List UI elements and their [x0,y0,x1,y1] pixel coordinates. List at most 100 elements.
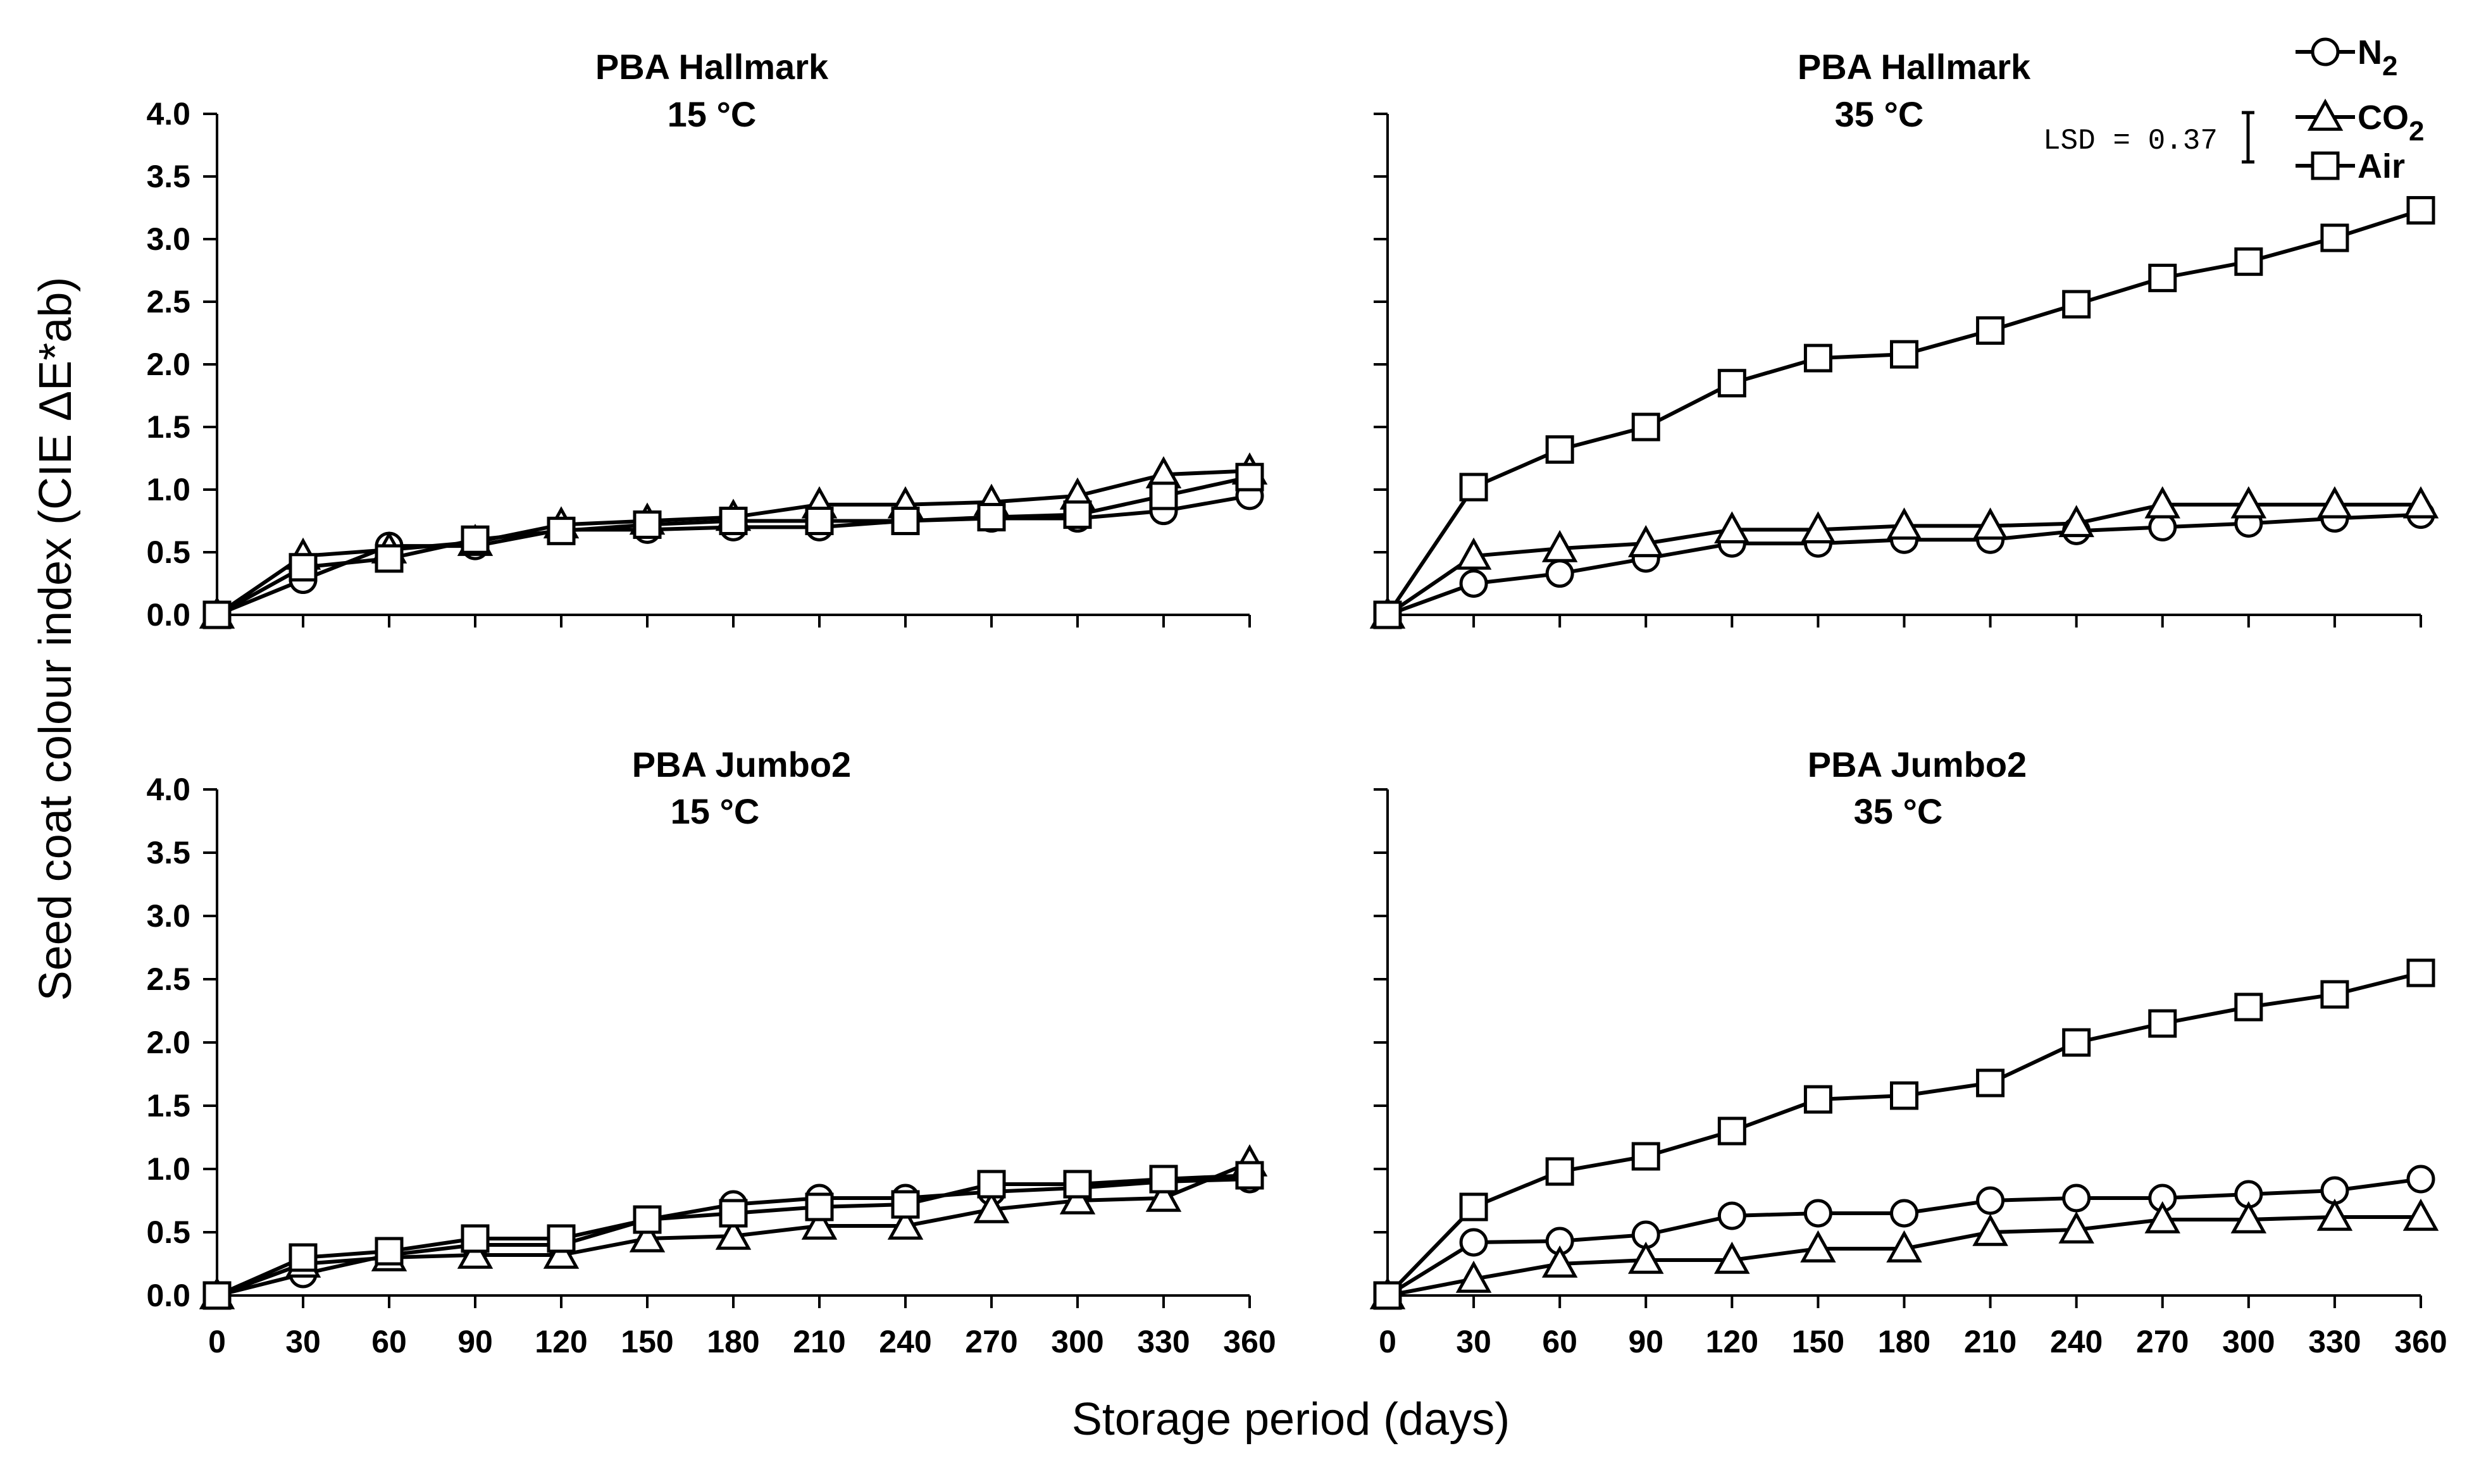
data-point-co2 [1455,537,1492,570]
x-tick-label: 270 [2136,1324,2189,1359]
data-point-co2 [543,1236,580,1269]
x-tick-label: 360 [2394,1324,2447,1359]
data-point-air [202,1281,232,1310]
x-tick-label: 210 [793,1324,845,1359]
data-point-co2 [2402,486,2439,519]
legend-marker-square [2311,151,2340,180]
x-tick-label: 330 [1137,1324,1190,1359]
data-point-n2 [1890,1199,1918,1228]
legend-item-air: Air [2296,147,2405,185]
data-point-n2 [2406,1165,2435,1194]
data-point-air [2062,290,2091,319]
x-tick-label: 120 [535,1324,587,1359]
data-point-air [719,1199,748,1228]
y-tick-label: 2.5 [146,284,190,319]
data-point-n2 [1803,1199,1832,1228]
panel-title: PBA Jumbo2 [1808,745,2027,784]
data-point-air [805,1192,834,1221]
y-tick-label: 1.0 [146,1151,190,1187]
lsd-label: LSD = 0.37 [2043,125,2218,158]
data-point-air [1717,369,1746,398]
data-point-air [1235,462,1264,492]
data-point-co2 [1628,1241,1664,1274]
data-point-co2 [1714,1241,1750,1274]
y-tick-label: 0.5 [146,535,190,570]
data-point-air [1803,343,1832,373]
data-point-air [1631,412,1660,442]
y-tick-label: 3.5 [146,835,190,870]
x-tick-label: 0 [208,1324,226,1359]
data-point-air [891,1190,920,1219]
y-tick-label: 0.0 [146,597,190,633]
data-point-co2 [1886,507,1922,540]
y-tick-label: 4.0 [146,96,190,132]
data-point-co2 [2144,486,2180,519]
legend-marker-triangle [2307,98,2344,131]
x-tick-label: 180 [1878,1324,1930,1359]
data-point-air [633,510,662,539]
data-point-air [1373,1281,1402,1310]
panel-1: PBA Hallmark 15 °C 0.0 0.5 1.0 1.5 2.0 2.5 3.0 3.… [146,47,1268,633]
data-point-co2 [1145,1179,1182,1212]
panel-title: PBA Jumbo2 [632,745,851,784]
data-point-co2 [1972,507,2008,540]
x-tick-label: 120 [1706,1324,1758,1359]
y-tick-label: 3.5 [146,159,190,194]
x-tick-label: 60 [1542,1324,1577,1359]
panels: PBA Hallmark 15 °C 0.0 0.5 1.0 1.5 2.0 2.5 3.0 3.… [146,47,2447,1359]
panel-subtitle: 35 °C [1835,94,1924,134]
panel-subtitle: 15 °C [668,94,757,134]
data-point-n2 [1459,569,1488,598]
y-tick-label: 2.5 [146,962,190,997]
data-point-air [1545,435,1574,464]
data-point-air [2406,958,2435,987]
data-point-air [1459,473,1488,502]
data-point-co2 [1800,511,1836,544]
y-tick-label: 3.0 [146,221,190,257]
panel-subtitle: 15 °C [671,791,760,831]
y-tick-label: 2.0 [146,1025,190,1060]
data-point-air [1803,1085,1832,1114]
y-tick-label: 0.0 [146,1278,190,1313]
x-axis-label: Storage period (days) [1072,1394,1510,1445]
x-tick-label: 90 [1628,1324,1663,1359]
data-point-air [1373,600,1402,629]
data-point-air [1149,1165,1178,1194]
data-point-co2 [2402,1198,2439,1231]
data-point-co2 [887,1207,924,1240]
data-point-co2 [2058,1211,2094,1244]
data-point-co2 [1059,1182,1096,1215]
data-point-air [375,1237,404,1266]
data-point-co2 [2230,1201,2267,1234]
y-axis-label: Seed coat colour index (CIE ΔE*ab) [30,277,81,1001]
data-point-air [719,507,748,535]
y-tick-label: 1.5 [146,409,190,445]
x-tick-label: 30 [1456,1324,1491,1359]
data-point-co2 [2058,505,2094,538]
x-tick-label: 30 [285,1324,321,1359]
data-point-co2 [1714,511,1750,544]
data-point-co2 [973,1190,1010,1223]
legend-marker-circle [2311,37,2340,66]
data-point-co2 [1455,1260,1492,1293]
x-tick-label: 360 [1223,1324,1276,1359]
y-tick-label: 2.0 [146,347,190,382]
data-point-air [461,1224,490,1253]
data-point-air [2234,992,2263,1022]
data-point-co2 [1628,524,1664,557]
data-point-n2 [1976,1186,2005,1215]
x-tick-label: 330 [2308,1324,2361,1359]
x-tick-label: 270 [965,1324,1017,1359]
data-point-air [461,525,490,554]
data-point-co2 [2144,1201,2180,1234]
y-tick-label: 1.5 [146,1088,190,1123]
data-point-air [977,503,1006,532]
y-tick-label: 0.5 [146,1215,190,1250]
data-point-air [547,516,576,545]
data-point-co2 [629,1220,666,1252]
data-point-co2 [1541,1245,1578,1278]
data-point-air [2234,247,2263,276]
data-point-co2 [1800,1230,1836,1263]
panel-4: PBA Jumbo2 35 °C 0 30 60 90 120 150 180 210 240 270… [1369,745,2447,1359]
data-point-air [1890,1081,1918,1110]
